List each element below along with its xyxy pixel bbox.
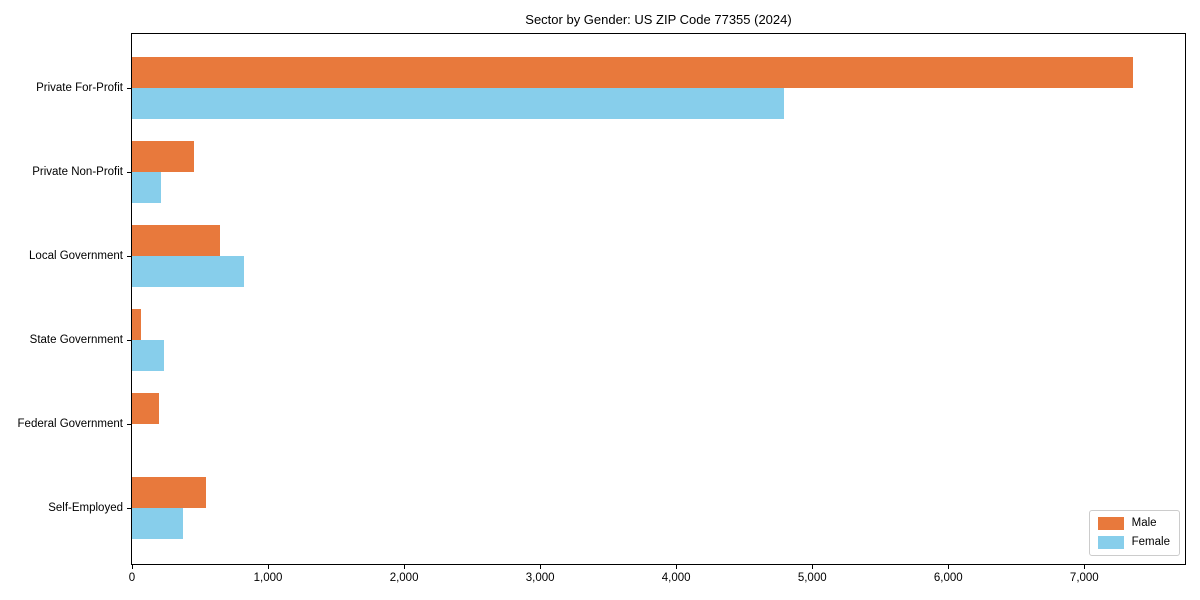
bar-male-state-government (132, 309, 141, 340)
x-tick-label: 4,000 (661, 572, 691, 584)
y-tick-mark (127, 172, 131, 173)
x-tick-mark (812, 565, 814, 569)
y-tick-label: Private For-Profit (36, 82, 123, 94)
x-tick-mark (268, 565, 270, 569)
bar-male-private-for-profit (132, 57, 1134, 88)
y-tick-mark (127, 256, 131, 257)
y-tick-label: Self-Employed (48, 502, 123, 514)
y-tick-label: State Government (29, 334, 123, 346)
legend-swatch-female (1097, 536, 1124, 549)
legend-entry-female: Female (1097, 536, 1170, 549)
bar-female-self-employed (132, 508, 184, 539)
bar-male-federal-government (132, 393, 160, 424)
x-tick-mark (404, 565, 406, 569)
x-tick-label: 0 (128, 572, 136, 584)
x-tick-mark (132, 565, 133, 569)
x-tick-label: 1,000 (253, 572, 283, 584)
x-tick-label: 6,000 (933, 572, 963, 584)
y-tick-mark (127, 424, 131, 425)
y-tick-label: Private Non-Profit (32, 166, 123, 178)
y-tick-mark (127, 88, 131, 89)
x-tick-label: 7,000 (1069, 572, 1099, 584)
legend: Male Female (1088, 510, 1180, 556)
x-tick-label: 2,000 (389, 572, 419, 584)
x-tick-mark (540, 565, 542, 569)
legend-label: Male (1131, 517, 1157, 529)
bar-female-state-government (132, 340, 164, 371)
bar-male-local-government (132, 225, 220, 256)
legend-swatch-male (1097, 517, 1124, 530)
x-tick-label: 5,000 (797, 572, 827, 584)
y-tick-label: Federal Government (17, 418, 123, 430)
legend-label: Female (1131, 536, 1170, 548)
legend-entry-male: Male (1097, 517, 1170, 530)
x-tick-mark (948, 565, 950, 569)
y-tick-label: Local Government (29, 250, 123, 262)
x-tick-label: 3,000 (525, 572, 555, 584)
y-tick-mark (127, 508, 131, 509)
chart-title: Sector by Gender: US ZIP Code 77355 (202… (525, 12, 792, 27)
bar-female-private-non-profit (132, 172, 162, 203)
bar-female-local-government (132, 256, 244, 287)
x-tick-mark (1084, 565, 1086, 569)
x-tick-mark (676, 565, 678, 569)
bar-male-self-employed (132, 477, 207, 508)
bar-female-private-for-profit (132, 88, 784, 119)
bar-male-private-non-profit (132, 141, 194, 172)
y-tick-mark (127, 340, 131, 341)
plot-area: Male Female (131, 33, 1186, 565)
